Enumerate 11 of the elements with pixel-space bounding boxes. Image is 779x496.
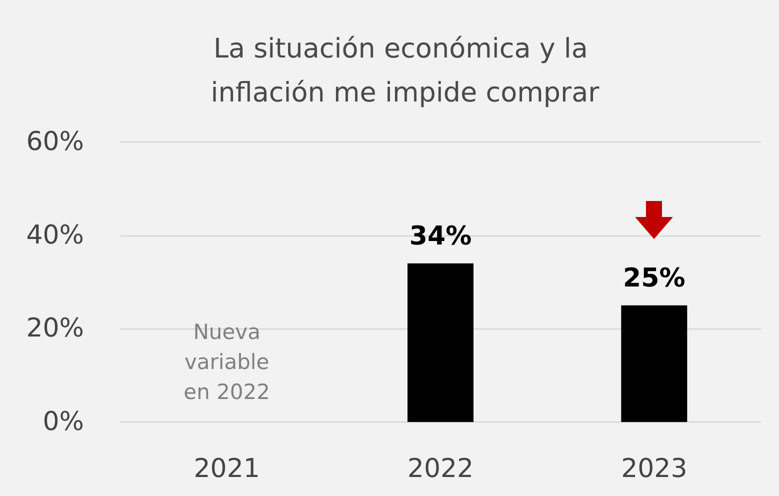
x-tick-label: 2021 (194, 454, 260, 484)
y-tick-label: 60% (26, 127, 84, 157)
chart-title: La situación económica y la inflación me impide comprar (210, 34, 600, 108)
data-label: 25% (623, 263, 686, 294)
annotation: Nueva variable en 2022 (184, 320, 270, 404)
y-tick-label: 0% (42, 407, 84, 437)
y-tick-label: 20% (26, 314, 84, 344)
x-tick-label: 2023 (621, 454, 688, 484)
data-label: 34% (409, 221, 472, 252)
x-tick-label: 2022 (407, 454, 474, 484)
y-tick-label: 40% (26, 220, 84, 250)
